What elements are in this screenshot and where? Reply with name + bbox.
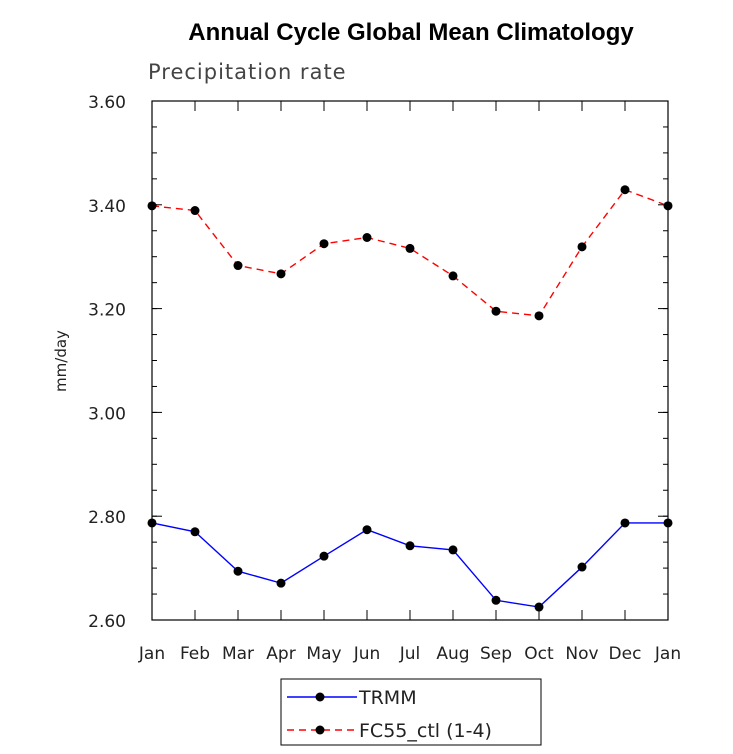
chart-subtitle: Precipitation rate — [148, 60, 347, 84]
data-point — [362, 232, 372, 242]
data-point — [362, 525, 372, 535]
x-tick-label: Aug — [436, 644, 469, 664]
data-point — [233, 566, 243, 576]
data-point — [577, 562, 587, 572]
series-layer — [147, 185, 673, 612]
x-tick-label: Oct — [524, 644, 554, 664]
data-point — [534, 602, 544, 612]
x-tick-label: May — [306, 644, 341, 664]
data-point — [276, 269, 286, 279]
data-point — [276, 578, 286, 588]
y-axis-label: mm/day — [52, 330, 70, 392]
x-tick-label: Apr — [266, 644, 295, 664]
data-point — [233, 261, 243, 271]
y-tick-label: 2.80 — [88, 508, 126, 528]
data-point — [663, 201, 673, 211]
legend-label: FC55_ctl (1-4) — [359, 720, 492, 742]
data-point — [663, 518, 673, 528]
y-tick-label: 3.40 — [88, 197, 126, 217]
data-point — [491, 595, 501, 605]
data-point — [405, 541, 415, 551]
data-point — [577, 242, 587, 252]
y-tick-label: 2.60 — [88, 612, 126, 632]
x-tick-label: Jan — [654, 644, 681, 664]
y-tick-label: 3.60 — [88, 93, 126, 113]
legend-box — [280, 678, 542, 746]
data-point — [620, 185, 630, 195]
data-point — [620, 518, 630, 528]
series-line — [151, 522, 668, 608]
data-point — [190, 527, 200, 537]
legend: TRMM FC55_ctl (1-4) — [280, 678, 542, 746]
y-axis-ticks: 2.60 2.80 3.00 3.20 3.40 3.60 — [88, 93, 668, 632]
data-point — [147, 518, 157, 528]
data-point — [448, 271, 458, 281]
data-point — [319, 239, 329, 249]
legend-label: TRMM — [358, 687, 417, 709]
x-tick-label: Mar — [222, 644, 254, 664]
data-point — [534, 311, 544, 321]
data-point — [405, 243, 415, 253]
data-point — [491, 306, 501, 316]
data-point — [147, 201, 157, 211]
legend-marker — [315, 692, 325, 702]
data-point — [448, 545, 458, 555]
x-tick-label: Sep — [480, 644, 512, 664]
x-tick-label: Nov — [565, 644, 598, 664]
data-point — [319, 551, 329, 561]
data-point — [190, 206, 200, 216]
legend-marker — [315, 725, 325, 735]
legend-entries: TRMM FC55_ctl (1-4) — [287, 687, 492, 742]
y-tick-label: 3.00 — [88, 404, 126, 424]
x-tick-label: Jul — [399, 644, 421, 664]
y-tick-label: 3.20 — [88, 301, 126, 321]
chart-title: Annual Cycle Global Mean Climatology — [188, 19, 634, 46]
x-tick-label: Feb — [180, 644, 210, 664]
x-tick-label: Jun — [353, 644, 381, 664]
x-tick-label: Dec — [609, 644, 642, 664]
x-axis-ticks: Jan Feb Mar Apr May Jun Jul Aug Sep Oct Nov Dec Jan — [138, 101, 681, 664]
x-tick-label: Jan — [138, 644, 165, 664]
